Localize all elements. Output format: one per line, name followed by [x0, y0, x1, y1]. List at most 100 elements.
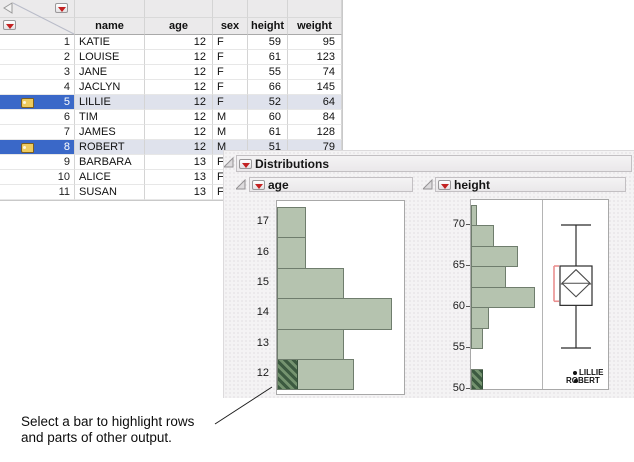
- table-row[interactable]: 4 JACLYN 12 F 66 145: [0, 80, 342, 95]
- cell-sex[interactable]: F: [213, 95, 248, 110]
- row-number-cell[interactable]: 4: [0, 80, 75, 95]
- disclosure-icon-age[interactable]: [236, 179, 246, 190]
- cell-name[interactable]: JAMES: [75, 125, 145, 140]
- height-bar-50[interactable]: [471, 368, 483, 390]
- cell-weight[interactable]: 64: [288, 95, 342, 110]
- table-red-triangle-icon[interactable]: [55, 3, 68, 13]
- disclosure-icon-distributions[interactable]: [224, 157, 234, 168]
- cell-height[interactable]: 55: [248, 65, 288, 80]
- cell-age[interactable]: 12: [145, 80, 213, 95]
- labeled-point-dot[interactable]: [574, 378, 578, 383]
- age-bar-15[interactable]: [277, 267, 345, 300]
- row-number-cell[interactable]: 5: [0, 95, 75, 110]
- age-bar-12[interactable]: [277, 359, 354, 391]
- cell-age[interactable]: 12: [145, 50, 213, 65]
- row-number-cell[interactable]: 10: [0, 170, 75, 185]
- cell-age[interactable]: 12: [145, 140, 213, 155]
- cell-height[interactable]: 66: [248, 80, 288, 95]
- row-number-cell[interactable]: 11: [0, 185, 75, 200]
- cell-age[interactable]: 12: [145, 65, 213, 80]
- row-number-cell[interactable]: 6: [0, 110, 75, 125]
- cell-height[interactable]: 61: [248, 50, 288, 65]
- row-number-cell[interactable]: 1: [0, 35, 75, 50]
- height-bar-selected-segment[interactable]: [472, 369, 483, 389]
- cell-age[interactable]: 12: [145, 35, 213, 50]
- column-header-weight[interactable]: weight: [288, 18, 342, 35]
- cell-name[interactable]: LILLIE: [75, 95, 145, 110]
- cell-age[interactable]: 12: [145, 110, 213, 125]
- age-tick-label: 15: [256, 276, 269, 288]
- cell-age[interactable]: 12: [145, 95, 213, 110]
- cell-height[interactable]: 52: [248, 95, 288, 110]
- cell-name[interactable]: TIM: [75, 110, 145, 125]
- cell-weight[interactable]: 145: [288, 80, 342, 95]
- table-row[interactable]: 3 JANE 12 F 55 74: [0, 65, 342, 80]
- cell-weight[interactable]: 123: [288, 50, 342, 65]
- cell-sex[interactable]: F: [213, 65, 248, 80]
- cell-weight[interactable]: 95: [288, 35, 342, 50]
- cell-name[interactable]: BARBARA: [75, 155, 145, 170]
- cell-sex[interactable]: M: [213, 110, 248, 125]
- height-bar-62.5[interactable]: [471, 266, 506, 288]
- column-header-age[interactable]: age: [145, 18, 213, 35]
- column-header-sex[interactable]: sex: [213, 18, 248, 35]
- age-bar-17[interactable]: [277, 207, 306, 239]
- cell-sex[interactable]: M: [213, 125, 248, 140]
- table-row[interactable]: 6 TIM 12 M 60 84: [0, 110, 342, 125]
- cell-name[interactable]: ROBERT: [75, 140, 145, 155]
- cell-height[interactable]: 61: [248, 125, 288, 140]
- height-bar-65[interactable]: [471, 245, 518, 267]
- cell-weight[interactable]: 128: [288, 125, 342, 140]
- table-row[interactable]: 1 KATIE 12 F 59 95: [0, 35, 342, 50]
- column-header-height[interactable]: height: [248, 18, 288, 35]
- cell-age[interactable]: 13: [145, 155, 213, 170]
- cell-name[interactable]: JANE: [75, 65, 145, 80]
- cell-age[interactable]: 12: [145, 125, 213, 140]
- table-row[interactable]: 7 JAMES 12 M 61 128: [0, 125, 342, 140]
- age-bar-16[interactable]: [277, 237, 306, 269]
- rows-header-cell[interactable]: [0, 18, 75, 35]
- cell-height[interactable]: 60: [248, 110, 288, 125]
- age-bar-selected-segment[interactable]: [278, 360, 299, 390]
- height-tick-mark: [466, 347, 470, 348]
- cell-weight[interactable]: 84: [288, 110, 342, 125]
- distributions-report-window: Distributions age height 17 16 15 14 13 12 LI…: [223, 150, 634, 398]
- height-bar-60[interactable]: [471, 286, 535, 308]
- table-row[interactable]: 5 LILLIE 12 F 52 64: [0, 95, 342, 110]
- height-tick-mark: [466, 224, 470, 225]
- age-histogram-plot: [276, 200, 405, 395]
- distributions-red-triangle-icon[interactable]: [239, 159, 252, 169]
- height-bar-55[interactable]: [471, 327, 483, 349]
- age-tick-label: 16: [256, 245, 269, 258]
- cell-age[interactable]: 13: [145, 185, 213, 200]
- row-number-cell[interactable]: 8: [0, 140, 75, 155]
- row-number-cell[interactable]: 3: [0, 65, 75, 80]
- age-red-triangle-icon[interactable]: [252, 180, 265, 190]
- cell-weight[interactable]: 74: [288, 65, 342, 80]
- age-bar-13[interactable]: [277, 328, 345, 360]
- table-row[interactable]: 2 LOUISE 12 F 61 123: [0, 50, 342, 65]
- height-tick-label: 65: [452, 259, 465, 271]
- row-number-cell[interactable]: 2: [0, 50, 75, 65]
- labeled-point-dot[interactable]: [573, 370, 577, 375]
- height-bar-57.5[interactable]: [471, 307, 489, 329]
- cell-name[interactable]: JACLYN: [75, 80, 145, 95]
- cell-name[interactable]: ALICE: [75, 170, 145, 185]
- height-red-triangle-icon[interactable]: [438, 180, 451, 190]
- cell-name[interactable]: LOUISE: [75, 50, 145, 65]
- cell-sex[interactable]: F: [213, 35, 248, 50]
- cell-name[interactable]: KATIE: [75, 35, 145, 50]
- row-number-cell[interactable]: 7: [0, 125, 75, 140]
- cell-sex[interactable]: F: [213, 80, 248, 95]
- cell-sex[interactable]: F: [213, 50, 248, 65]
- height-bar-67.5[interactable]: [471, 225, 495, 247]
- cell-age[interactable]: 13: [145, 170, 213, 185]
- column-header-name[interactable]: name: [75, 18, 145, 35]
- cell-height[interactable]: 59: [248, 35, 288, 50]
- height-bar-70[interactable]: [471, 204, 477, 226]
- cell-name[interactable]: SUSAN: [75, 185, 145, 200]
- age-bar-14[interactable]: [277, 298, 392, 330]
- columns-red-triangle-icon[interactable]: [3, 20, 16, 30]
- row-number-cell[interactable]: 9: [0, 155, 75, 170]
- disclosure-icon-height[interactable]: [423, 179, 433, 190]
